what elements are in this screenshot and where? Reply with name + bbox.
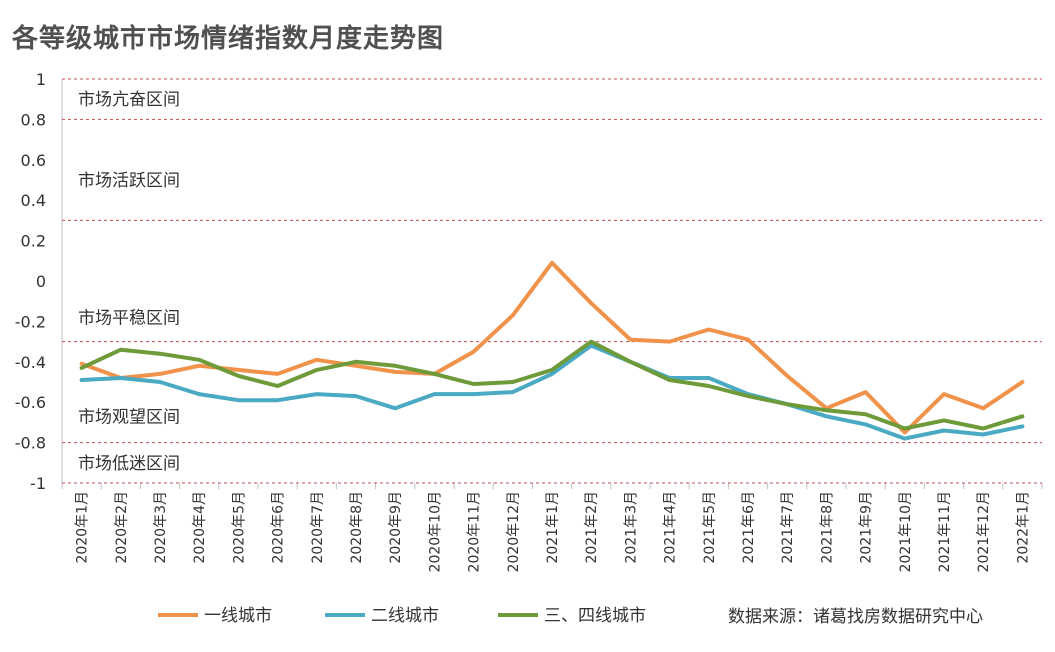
chart-title: 各等级城市市场情绪指数月度走势图 [12, 24, 445, 54]
x-tick-label: 2021年1月 [545, 491, 561, 564]
x-tick-label: 2020年6月 [271, 491, 287, 564]
x-tick-label: 2020年5月 [231, 491, 247, 564]
y-tick-label: -0.2 [15, 312, 46, 331]
legend-label: 二线城市 [371, 606, 439, 626]
y-tick-label: 0.6 [21, 151, 46, 170]
x-tick-label: 2020年8月 [349, 491, 365, 564]
data-source-note: 数据来源：诸葛找房数据研究中心 [728, 607, 983, 627]
x-tick-label: 2021年7月 [780, 491, 796, 564]
x-tick-label: 2021年5月 [702, 491, 718, 564]
zone-label: 市场平稳区间 [78, 308, 180, 328]
y-tick-label: 0.4 [21, 191, 46, 210]
legend-label: 一线城市 [204, 606, 272, 626]
series-line-3 [79, 339, 1025, 431]
y-tick-label: 0 [36, 272, 46, 291]
x-tick-label: 2021年9月 [859, 491, 875, 564]
x-tick-label: 2020年11月 [467, 491, 483, 572]
x-tick-label: 2021年10月 [898, 491, 914, 572]
zone-label: 市场活跃区间 [78, 171, 180, 191]
y-tick-label: 1 [36, 70, 46, 89]
y-tick-label: -1 [30, 474, 46, 493]
y-tick-label: -0.6 [15, 393, 46, 412]
legend-label: 三、四线城市 [544, 606, 646, 626]
x-tick-label: 2020年12月 [506, 491, 522, 572]
y-tick-label: 0.8 [21, 110, 46, 129]
x-tick-label: 2021年12月 [976, 491, 992, 572]
x-tick-label: 2020年3月 [153, 491, 169, 564]
x-tick-label: 2021年6月 [741, 491, 757, 564]
x-tick-label: 2021年4月 [663, 491, 679, 564]
x-tick-label: 2021年2月 [584, 491, 600, 564]
x-tick-label: 2021年8月 [819, 491, 835, 564]
x-tick-label: 2020年9月 [388, 491, 404, 564]
x-tick-label: 2020年1月 [75, 491, 91, 564]
x-tick-label: 2020年4月 [192, 491, 208, 564]
zone-label: 市场观望区间 [78, 407, 180, 427]
x-tick-label: 2021年11月 [937, 491, 953, 572]
x-tick-label: 2021年3月 [623, 491, 639, 564]
x-tick-label: 2020年10月 [427, 491, 443, 572]
series-line-1 [79, 260, 1025, 435]
y-tick-label: -0.8 [15, 434, 46, 453]
zone-label: 市场亢奋区间 [78, 90, 180, 110]
y-tick-label: -0.4 [15, 353, 46, 372]
y-tick-label: 0.2 [21, 232, 46, 251]
series-line-2 [79, 343, 1025, 441]
x-tick-label: 2022年1月 [1015, 491, 1031, 564]
zone-label: 市场低迷区间 [78, 454, 180, 474]
x-tick-label: 2020年7月 [310, 491, 326, 564]
x-tick-label: 2020年2月 [114, 491, 130, 564]
